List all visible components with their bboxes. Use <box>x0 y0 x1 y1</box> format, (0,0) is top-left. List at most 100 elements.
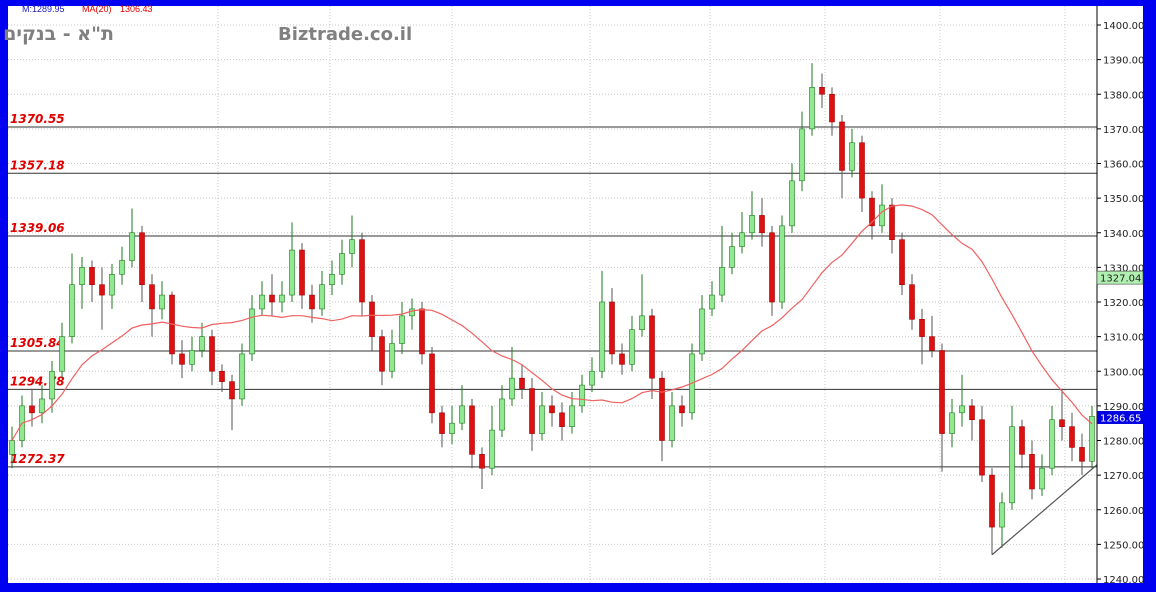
instrument-name: ת"א - בנקים <box>3 23 114 45</box>
candle <box>479 447 485 489</box>
candle <box>449 405 455 444</box>
candle <box>239 343 245 406</box>
candle <box>279 281 285 313</box>
last-price-tag: 1286.65 <box>1097 410 1143 424</box>
candle-body-up <box>249 308 255 355</box>
candle-body-down <box>469 405 475 455</box>
candle <box>339 239 345 285</box>
candle <box>519 364 525 399</box>
candle <box>979 405 985 483</box>
candle <box>119 246 125 285</box>
price-axis: 1240.00 1250.00 1260.00 1270.00 1280.00 1290.… <box>1097 21 1144 586</box>
candle-body-up <box>389 343 395 372</box>
candle <box>749 191 755 240</box>
candle-body-up <box>399 315 405 344</box>
candle-body-up <box>49 370 55 400</box>
candle <box>759 198 765 247</box>
candle <box>1049 405 1055 476</box>
candle-body-down <box>179 353 185 365</box>
candle <box>689 343 695 420</box>
candle-body-down <box>989 474 995 528</box>
candle-body-up <box>579 384 585 407</box>
candle-body-up <box>9 440 15 455</box>
candle <box>389 329 395 379</box>
candle <box>399 302 405 354</box>
candle-body-down <box>359 239 365 303</box>
candle-body-up <box>459 405 465 424</box>
level-label: 1305.84 <box>10 336 65 350</box>
candle-body-up <box>999 502 1005 528</box>
tick-label: 1330.00 <box>1103 263 1144 274</box>
candle-body-down <box>979 419 985 476</box>
candle-body-up <box>739 232 745 247</box>
candle <box>149 274 155 337</box>
candle <box>1079 433 1085 476</box>
candle-body-up <box>629 329 635 365</box>
candle-body-down <box>299 249 305 296</box>
candle <box>949 398 955 448</box>
candle <box>379 329 385 386</box>
candle-body-up <box>59 336 65 372</box>
candle <box>999 492 1005 548</box>
ma-label: MA(20) <box>82 4 112 14</box>
candle-body-down <box>839 121 845 171</box>
candle <box>309 284 315 323</box>
candle-body-up <box>449 422 455 434</box>
candle <box>99 267 105 330</box>
candle <box>879 184 885 233</box>
watermark: Biztrade.co.il <box>278 24 412 45</box>
candle-body-up <box>539 405 545 434</box>
candle-body-up <box>959 405 965 414</box>
candle-body-up <box>199 336 205 351</box>
candle <box>559 402 565 441</box>
candle <box>509 347 515 406</box>
candle <box>649 308 655 399</box>
candle <box>1039 454 1045 496</box>
tick-label: 1390.00 <box>1103 56 1144 67</box>
candle-body-down <box>929 336 935 351</box>
candle-body-down <box>819 87 825 95</box>
candle <box>609 288 615 365</box>
candle-body-down <box>869 197 875 227</box>
plot-background <box>8 6 1143 583</box>
candle-body-down <box>889 204 895 240</box>
candle <box>259 281 265 316</box>
candle <box>69 253 75 344</box>
tick-label: 1340.00 <box>1103 229 1144 240</box>
candle-body-down <box>769 232 775 303</box>
candle-body-down <box>269 294 275 303</box>
candle-body-up <box>719 267 725 296</box>
tick-label: 1360.00 <box>1103 160 1144 171</box>
candle <box>429 347 435 424</box>
candle-body-down <box>609 301 615 355</box>
candle-body-down <box>659 377 665 441</box>
candle-body-up <box>109 273 115 296</box>
candle <box>229 374 235 431</box>
candle <box>1019 419 1025 469</box>
candle <box>929 315 935 358</box>
candle <box>539 392 545 441</box>
candle <box>529 378 535 451</box>
candle-body-down <box>99 284 105 296</box>
tick-label: 1380.00 <box>1103 90 1144 101</box>
trendline <box>991 464 1098 556</box>
tick-label: 1320.00 <box>1103 298 1144 309</box>
candle <box>1069 412 1075 462</box>
candle <box>189 336 195 372</box>
candle <box>109 263 115 309</box>
candle-body-up <box>849 142 855 171</box>
candle-body-down <box>139 232 145 285</box>
candle-body-up <box>39 398 45 414</box>
candle-body-down <box>969 405 975 421</box>
candle-body-up <box>799 128 805 182</box>
tick-label: 1310.00 <box>1103 333 1144 344</box>
candle <box>289 222 295 302</box>
candle-body-up <box>129 232 135 261</box>
candle-body-down <box>1059 419 1065 427</box>
tick-label: 1270.00 <box>1103 471 1144 482</box>
candle <box>989 468 995 555</box>
candle-body-down <box>899 239 905 285</box>
candle <box>899 232 905 296</box>
candle <box>269 274 275 316</box>
candle <box>159 281 165 320</box>
